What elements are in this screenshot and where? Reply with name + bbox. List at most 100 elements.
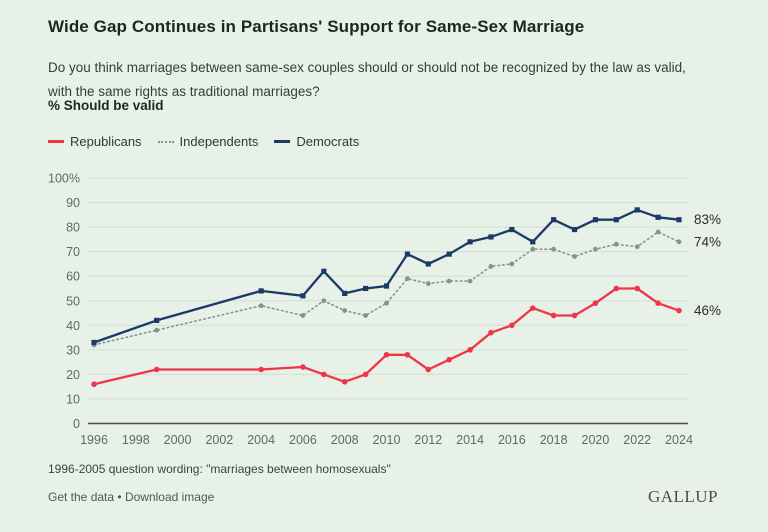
- data-point-republicans-2008: [341, 378, 348, 385]
- x-tick-label-2012: 2012: [414, 433, 442, 447]
- x-tick-label-2010: 2010: [373, 433, 401, 447]
- data-point-independents-2024: [676, 239, 682, 245]
- legend-label: Democrats: [296, 134, 360, 149]
- data-point-republicans-2024: [676, 307, 682, 314]
- data-point-democrats-2007: [321, 268, 327, 274]
- data-point-independents-2007: [321, 298, 327, 304]
- data-point-democrats-2012: [425, 261, 431, 267]
- legend-label: Republicans: [70, 134, 142, 149]
- data-point-republicans-2023: [655, 300, 661, 307]
- data-point-republicans-2020: [592, 300, 599, 307]
- get-the-data-link[interactable]: Get the data: [48, 490, 115, 504]
- x-tick-label-2002: 2002: [205, 433, 233, 447]
- y-tick-label-60: 60: [66, 270, 80, 284]
- data-point-democrats-2017: [530, 239, 536, 245]
- metric-label: % Should be valid: [48, 98, 164, 113]
- data-point-republicans-2016: [509, 322, 515, 329]
- data-point-republicans-2007: [321, 371, 327, 378]
- data-point-independents-2020: [593, 246, 598, 252]
- question-wording-footnote: 1996-2005 question wording: "marriages b…: [48, 462, 391, 476]
- download-image-link[interactable]: Download image: [124, 490, 215, 504]
- x-tick-label-2024: 2024: [665, 433, 693, 447]
- data-point-democrats-2008: [342, 290, 348, 296]
- legend-swatch-solid: [274, 140, 291, 143]
- data-point-republicans-2014: [467, 347, 473, 353]
- data-point-democrats-2024: [676, 217, 682, 223]
- data-point-independents-2010: [384, 300, 389, 306]
- data-point-republicans-2022: [634, 285, 641, 292]
- y-tick-label-0: 0: [73, 417, 80, 431]
- x-tick-label-2022: 2022: [623, 433, 651, 447]
- question-text-line2: with the same rights as traditional marr…: [48, 84, 320, 99]
- data-point-independents-2004: [258, 303, 264, 309]
- data-point-democrats-2019: [571, 226, 578, 233]
- legend-swatch-dotted: [157, 140, 174, 143]
- series-line-republicans: [92, 287, 681, 386]
- x-tick-label-2018: 2018: [540, 433, 568, 447]
- data-point-republicans-2017: [529, 305, 536, 311]
- data-point-independents-2015: [488, 263, 494, 269]
- page-title: Wide Gap Continues in Partisans' Support…: [48, 17, 585, 36]
- trend-chart: 0 10 20 30 40 50 60 70 80 90 100% 1996 1998 2000 2002 2…: [40, 168, 752, 459]
- x-tick-label-2004: 2004: [247, 433, 275, 447]
- y-tick-label-20: 20: [66, 368, 80, 382]
- x-tick-label-2000: 2000: [164, 433, 192, 447]
- x-tick-label-1996: 1996: [80, 433, 108, 447]
- data-point-independents-1999: [154, 327, 160, 333]
- data-point-democrats-1996: [91, 339, 97, 346]
- end-label-democrats: 83%: [694, 212, 721, 227]
- data-point-democrats-2022: [634, 207, 640, 213]
- data-point-democrats-2023: [655, 214, 661, 220]
- legend-swatch-solid: [48, 140, 64, 143]
- data-point-republicans-2006: [300, 364, 306, 370]
- data-point-democrats-2020: [592, 217, 599, 223]
- data-point-independents-2019: [572, 254, 577, 259]
- data-point-republicans-2010: [383, 351, 390, 358]
- data-point-democrats-2010: [383, 283, 390, 289]
- data-point-republicans-1999: [153, 366, 160, 373]
- data-point-republicans-2015: [488, 329, 494, 336]
- data-point-democrats-1999: [154, 317, 160, 323]
- data-point-independents-2012: [425, 281, 431, 286]
- legend-label: Independents: [179, 134, 259, 149]
- data-point-democrats-2018: [551, 217, 557, 223]
- data-point-independents-2017: [530, 246, 536, 252]
- legend-item-democrats: Democrats: [274, 134, 359, 149]
- data-point-democrats-2004: [258, 288, 264, 294]
- data-point-democrats-2013: [446, 251, 452, 257]
- data-point-democrats-2015: [488, 234, 494, 240]
- data-point-independents-2018: [551, 246, 557, 252]
- data-point-republicans-2009: [362, 371, 369, 378]
- data-point-independents-2016: [509, 261, 515, 267]
- x-tick-label-2014: 2014: [456, 433, 484, 447]
- data-point-independents-2011: [404, 276, 410, 282]
- data-point-republicans-2021: [613, 285, 620, 292]
- data-point-republicans-2011: [404, 351, 411, 358]
- data-point-independents-2009: [363, 313, 369, 318]
- y-tick-label-10: 10: [66, 392, 80, 406]
- x-tick-label-2008: 2008: [331, 433, 359, 447]
- x-tick-label-2016: 2016: [498, 433, 526, 447]
- y-tick-label-100: 100%: [48, 172, 80, 186]
- data-point-democrats-2016: [509, 226, 515, 233]
- y-tick-label-80: 80: [66, 221, 80, 235]
- y-tick-label-50: 50: [66, 294, 80, 308]
- y-tick-label-70: 70: [66, 245, 80, 259]
- data-point-democrats-2014: [467, 239, 473, 245]
- data-point-independents-2008: [342, 308, 348, 313]
- data-point-republicans-2013: [446, 356, 452, 363]
- data-point-independents-2013: [446, 278, 452, 284]
- legend-item-republicans: Republicans: [48, 134, 142, 149]
- data-point-independents-2014: [467, 278, 473, 284]
- data-point-independents-2022: [634, 244, 640, 250]
- question-text-line1: Do you think marriages between same-sex …: [48, 60, 686, 75]
- data-point-democrats-2006: [300, 293, 306, 299]
- legend-item-independents: Independents: [157, 134, 259, 149]
- data-point-independents-2006: [300, 313, 306, 318]
- x-tick-label-2020: 2020: [582, 433, 610, 447]
- y-tick-label-90: 90: [66, 196, 80, 210]
- trend-chart-svg: 0 10 20 30 40 50 60 70 80 90 100% 1996 1998 2000 2002 2…: [48, 172, 721, 448]
- x-tick-label-2006: 2006: [289, 433, 317, 447]
- end-label-independents: 74%: [694, 234, 721, 249]
